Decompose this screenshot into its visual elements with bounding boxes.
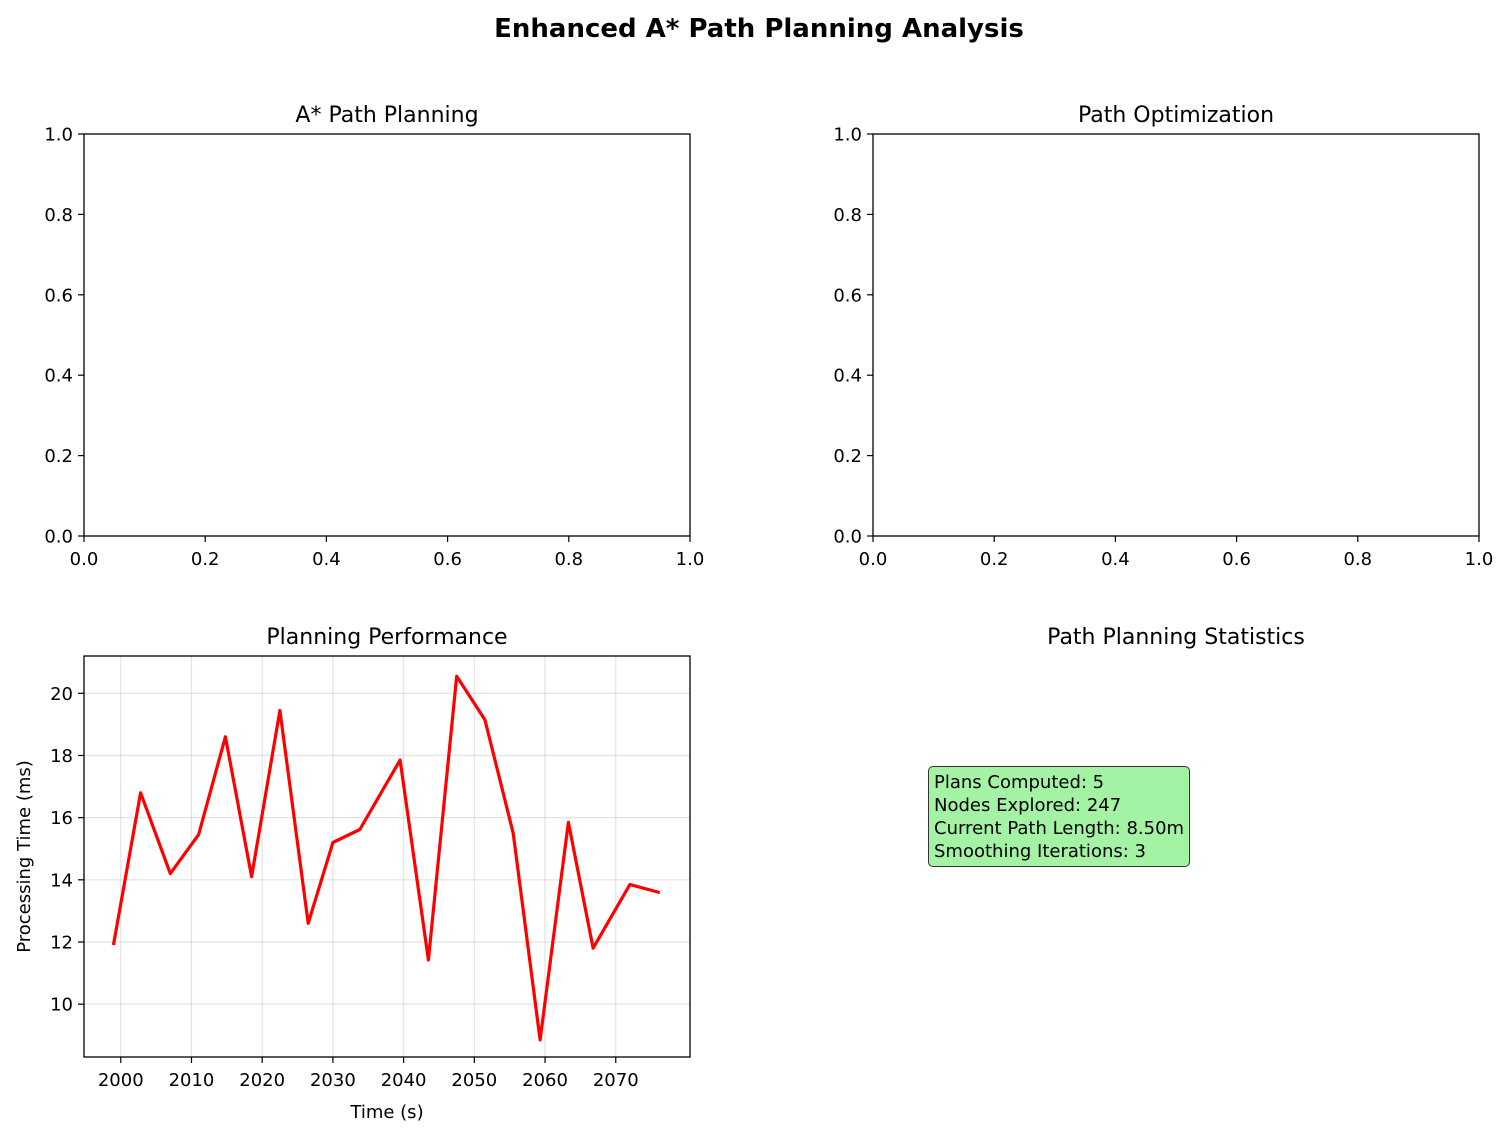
x-tick-label: 0.2: [191, 549, 220, 570]
y-axis-label: Processing Time (ms): [14, 760, 35, 953]
series-line-0: [111, 674, 661, 1042]
x-tick-label: 2010: [169, 1070, 215, 1091]
y-tick-label: 10: [50, 995, 73, 1016]
x-tick-label: 2050: [451, 1070, 497, 1091]
ax-path-planning: A* Path Planning 0.0 0.2 0.4 0.6 0.8 1.0 0.0 0.2…: [44, 103, 704, 570]
y-tick-label: 0.6: [44, 285, 73, 306]
x-tick-label: 0.8: [554, 549, 583, 570]
x-tick-label: 1.0: [676, 549, 705, 570]
x-tick-label: 0.8: [1343, 549, 1372, 570]
y-tick-label: 1.0: [833, 125, 862, 146]
x-tick-label: 0.0: [859, 549, 888, 570]
x-tick-label: 2000: [98, 1070, 144, 1091]
y-tick-label: 1.0: [44, 125, 73, 146]
ax-path-optimization: Path Optimization 0.0 0.2 0.4 0.6 0.8 1.0 0.0 0.…: [833, 103, 1493, 570]
stats-box: Plans Computed: 5 Nodes Explored: 247 Cu…: [928, 766, 1191, 867]
axes-frame: [872, 133, 1480, 537]
x-tick-label: 2040: [381, 1070, 427, 1091]
x-tick-label: 2020: [239, 1070, 285, 1091]
axes-frame: [83, 655, 691, 1058]
x-tick-label: 1.0: [1465, 549, 1494, 570]
y-tick-label: 0.0: [833, 527, 862, 548]
stat-path-length: Current Path Length: 8.50m: [934, 818, 1185, 839]
axes-title: A* Path Planning: [295, 103, 478, 128]
x-tick-label: 2030: [310, 1070, 356, 1091]
y-tick-label: 0.2: [833, 446, 862, 467]
y-tick-label: 0.8: [44, 205, 73, 226]
axes-title: Path Optimization: [1078, 103, 1274, 128]
stat-plans-computed: Plans Computed: 5: [934, 772, 1105, 793]
y-tick-label: 0.8: [833, 205, 862, 226]
x-tick-label: 2070: [593, 1070, 639, 1091]
x-tick-label: 0.0: [70, 549, 99, 570]
y-tick-label: 0.0: [44, 527, 73, 548]
x-tick-label: 2060: [522, 1070, 568, 1091]
y-tick-label: 0.4: [833, 366, 862, 387]
x-tick-label: 0.4: [1101, 549, 1130, 570]
axes-title: Planning Performance: [266, 625, 507, 650]
x-axis-label: Time (s): [349, 1102, 423, 1123]
y-tick-label: 18: [50, 746, 73, 767]
y-tick-label: 12: [50, 932, 73, 953]
y-tick-label: 20: [50, 684, 73, 705]
stat-smoothing-iterations: Smoothing Iterations: 3: [934, 841, 1146, 862]
stat-nodes-explored: Nodes Explored: 247: [934, 795, 1122, 816]
x-tick-label: 0.2: [980, 549, 1009, 570]
x-tick-label: 0.6: [1222, 549, 1251, 570]
y-tick-label: 0.6: [833, 285, 862, 306]
y-tick-label: 0.2: [44, 446, 73, 467]
stats-panel-title: Path Planning Statistics: [1047, 625, 1305, 650]
y-tick-label: 0.4: [44, 366, 73, 387]
x-tick-label: 0.6: [433, 549, 462, 570]
axes-frame: [83, 133, 691, 537]
figure-title: Enhanced A* Path Planning Analysis: [494, 14, 1024, 44]
x-tick-label: 0.4: [312, 549, 341, 570]
y-tick-label: 16: [50, 808, 73, 829]
y-tick-label: 14: [50, 870, 73, 891]
